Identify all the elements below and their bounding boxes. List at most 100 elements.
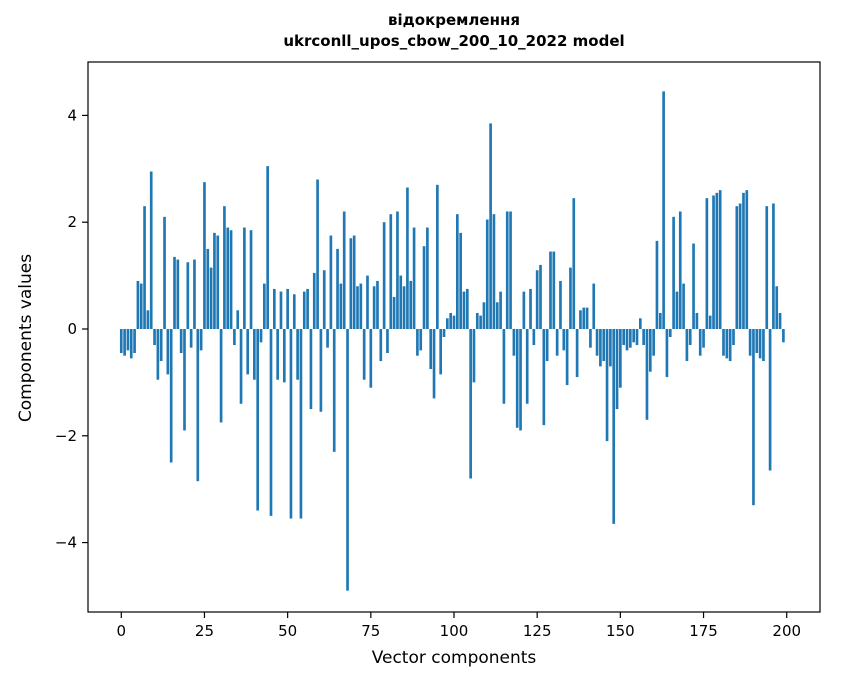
bar (612, 328, 616, 524)
bar (439, 328, 443, 375)
bar (635, 328, 639, 346)
bar (712, 195, 715, 329)
bar (342, 211, 346, 329)
bar (685, 328, 689, 362)
bar (226, 227, 230, 329)
x-tick-label: 0 (116, 622, 126, 640)
y-tick-label: −4 (55, 534, 77, 552)
bar (129, 328, 133, 359)
bar (485, 219, 489, 329)
bar (312, 272, 316, 329)
bar (778, 312, 782, 329)
bar (619, 328, 622, 388)
bar (449, 312, 452, 329)
bar (369, 328, 373, 388)
bar (569, 267, 572, 329)
chart-subtitle: ukrconll_upos_cbow_200_10_2022 model (283, 32, 625, 50)
bar (386, 328, 389, 354)
bar (555, 328, 559, 356)
bar (269, 328, 273, 516)
bar (273, 288, 276, 329)
bar (639, 318, 642, 329)
bar (143, 206, 146, 329)
bar (163, 216, 166, 329)
bar (465, 288, 469, 329)
bar (452, 315, 456, 329)
bar (642, 328, 645, 346)
bar (738, 203, 742, 329)
bar (229, 230, 233, 329)
bar (339, 283, 343, 329)
bar (166, 328, 170, 375)
bar (652, 328, 655, 356)
bar (266, 166, 269, 329)
bar (582, 307, 586, 329)
bar (442, 328, 446, 337)
bar (609, 328, 612, 367)
bar (768, 328, 772, 471)
bar (479, 315, 482, 329)
bar (426, 227, 429, 329)
bar (133, 328, 136, 354)
bar (522, 291, 526, 329)
bar (169, 328, 173, 463)
bar (406, 187, 409, 329)
bar (119, 328, 123, 354)
x-tick-label: 50 (278, 622, 297, 640)
bar (419, 328, 423, 351)
bar (302, 291, 306, 329)
bar (219, 328, 223, 423)
bar (196, 328, 200, 482)
bar (665, 328, 669, 378)
bar (545, 328, 549, 362)
bar (532, 328, 536, 346)
bar (389, 214, 393, 329)
bar (695, 312, 699, 329)
bar (179, 328, 183, 354)
bar (246, 328, 250, 375)
bar (399, 275, 403, 329)
bar (469, 328, 472, 479)
bar (276, 328, 279, 380)
bar (559, 280, 562, 329)
bar (708, 315, 712, 329)
bar (296, 328, 299, 380)
bar (259, 328, 263, 343)
bar (146, 310, 150, 329)
bar (675, 291, 679, 329)
bar (356, 286, 359, 329)
bar (213, 232, 216, 329)
bar (292, 294, 296, 329)
x-tick-label: 25 (195, 622, 214, 640)
bar (362, 328, 366, 380)
bar (549, 251, 552, 329)
x-tick-label: 100 (440, 622, 469, 640)
bar (123, 328, 126, 356)
bar (243, 227, 246, 329)
bar (525, 328, 529, 404)
bar (402, 286, 406, 329)
bar (156, 328, 160, 380)
bar (722, 328, 725, 356)
bar (299, 328, 303, 519)
bar (332, 328, 336, 452)
bar (286, 288, 289, 329)
bar (316, 179, 319, 329)
bar (322, 270, 326, 329)
bar (199, 328, 203, 351)
bar (645, 328, 649, 420)
bar (572, 198, 576, 329)
bar (589, 328, 592, 348)
bar (542, 328, 546, 426)
bar (352, 235, 356, 329)
bar (648, 328, 652, 372)
bar (688, 328, 692, 346)
bar (775, 286, 779, 329)
bar (482, 302, 486, 329)
bar (515, 328, 519, 428)
bar (346, 328, 349, 591)
bar (668, 328, 672, 337)
bar (728, 328, 732, 362)
bar (752, 328, 755, 506)
bar (552, 251, 556, 329)
